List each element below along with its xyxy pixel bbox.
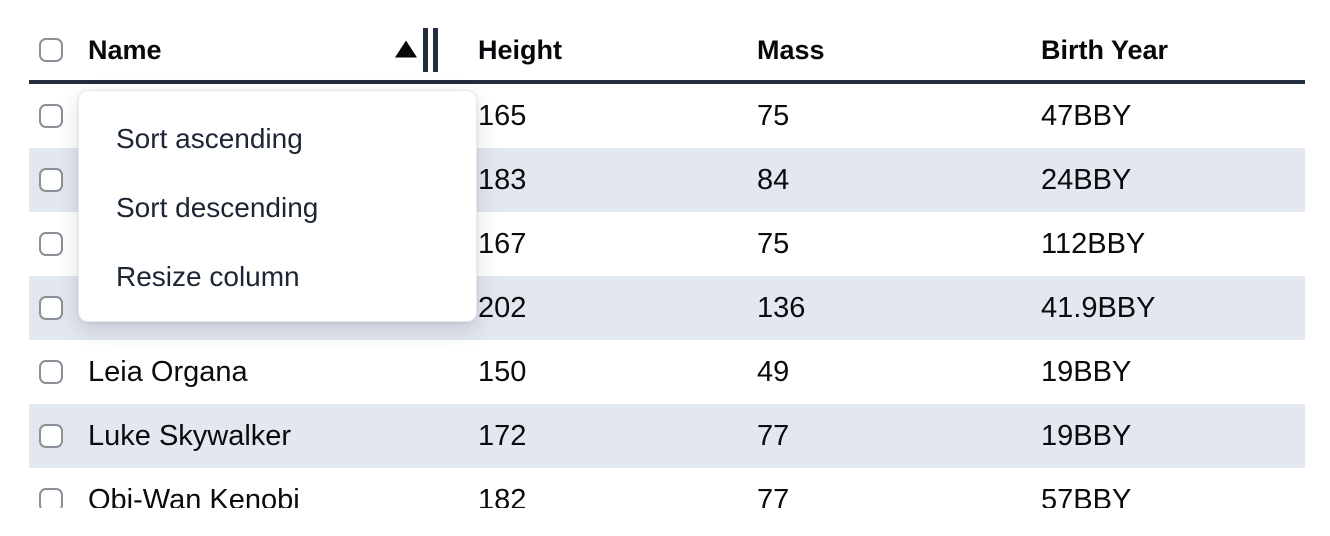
cell-mass: 75 <box>757 227 790 260</box>
cell-birth-year: 57BBY <box>1041 483 1132 509</box>
cell-height: 167 <box>478 227 527 260</box>
cell-height: 172 <box>478 419 527 452</box>
resize-bar-icon <box>433 28 438 72</box>
row-checkbox[interactable] <box>39 360 63 384</box>
column-header-mass[interactable]: Mass <box>730 35 1014 66</box>
column-resize-handle[interactable] <box>423 28 438 72</box>
column-header-name[interactable]: Name <box>76 28 448 72</box>
column-header-height[interactable]: Height <box>448 35 730 66</box>
cell-birth-year: 112BBY <box>1041 227 1146 260</box>
cell-birth-year: 47BBY <box>1041 99 1132 132</box>
table-header-row: Name Height Mass Birth Year <box>29 0 1305 84</box>
cell-mass: 136 <box>757 291 806 324</box>
table-row: Luke Skywalker 172 77 19BBY <box>29 404 1305 468</box>
cell-height: 202 <box>478 291 527 324</box>
cell-height: 183 <box>478 163 527 196</box>
cell-mass: 84 <box>757 163 790 196</box>
cell-name: Leia Organa <box>88 355 248 388</box>
cell-mass: 75 <box>757 99 790 132</box>
cell-height: 182 <box>478 483 527 509</box>
cell-birth-year: 41.9BBY <box>1041 291 1156 324</box>
cell-mass: 77 <box>757 483 790 509</box>
cell-mass: 49 <box>757 355 790 388</box>
column-header-menu: Sort ascending Sort descending Resize co… <box>78 90 477 322</box>
cell-name: Obi-Wan Kenobi <box>88 483 300 509</box>
header-select-cell <box>29 38 76 62</box>
row-checkbox[interactable] <box>39 168 63 192</box>
sort-ascending-icon <box>395 40 417 58</box>
cell-birth-year: 19BBY <box>1041 419 1132 452</box>
table-row: Leia Organa 150 49 19BBY <box>29 340 1305 404</box>
cell-mass: 77 <box>757 419 790 452</box>
cell-height: 150 <box>478 355 527 388</box>
cell-birth-year: 24BBY <box>1041 163 1132 196</box>
column-header-birth-year[interactable]: Birth Year <box>1014 35 1305 66</box>
column-header-birth-year-label: Birth Year <box>1041 34 1169 65</box>
row-checkbox[interactable] <box>39 424 63 448</box>
menu-item-sort-ascending[interactable]: Sort ascending <box>116 122 303 154</box>
row-checkbox[interactable] <box>39 104 63 128</box>
cell-name: Luke Skywalker <box>88 419 292 452</box>
table-row: Obi-Wan Kenobi 182 77 57BBY <box>29 468 1305 508</box>
row-checkbox[interactable] <box>39 296 63 320</box>
column-header-height-label: Height <box>478 34 562 65</box>
resize-bar-icon <box>423 28 428 72</box>
row-checkbox[interactable] <box>39 232 63 256</box>
cell-birth-year: 19BBY <box>1041 355 1132 388</box>
select-all-checkbox[interactable] <box>39 38 63 62</box>
menu-item-resize-column[interactable]: Resize column <box>116 260 300 292</box>
cell-height: 165 <box>478 99 527 132</box>
row-checkbox[interactable] <box>39 488 63 508</box>
column-header-name-label: Name <box>88 34 162 65</box>
column-header-mass-label: Mass <box>757 34 825 65</box>
menu-item-sort-descending[interactable]: Sort descending <box>116 191 319 223</box>
